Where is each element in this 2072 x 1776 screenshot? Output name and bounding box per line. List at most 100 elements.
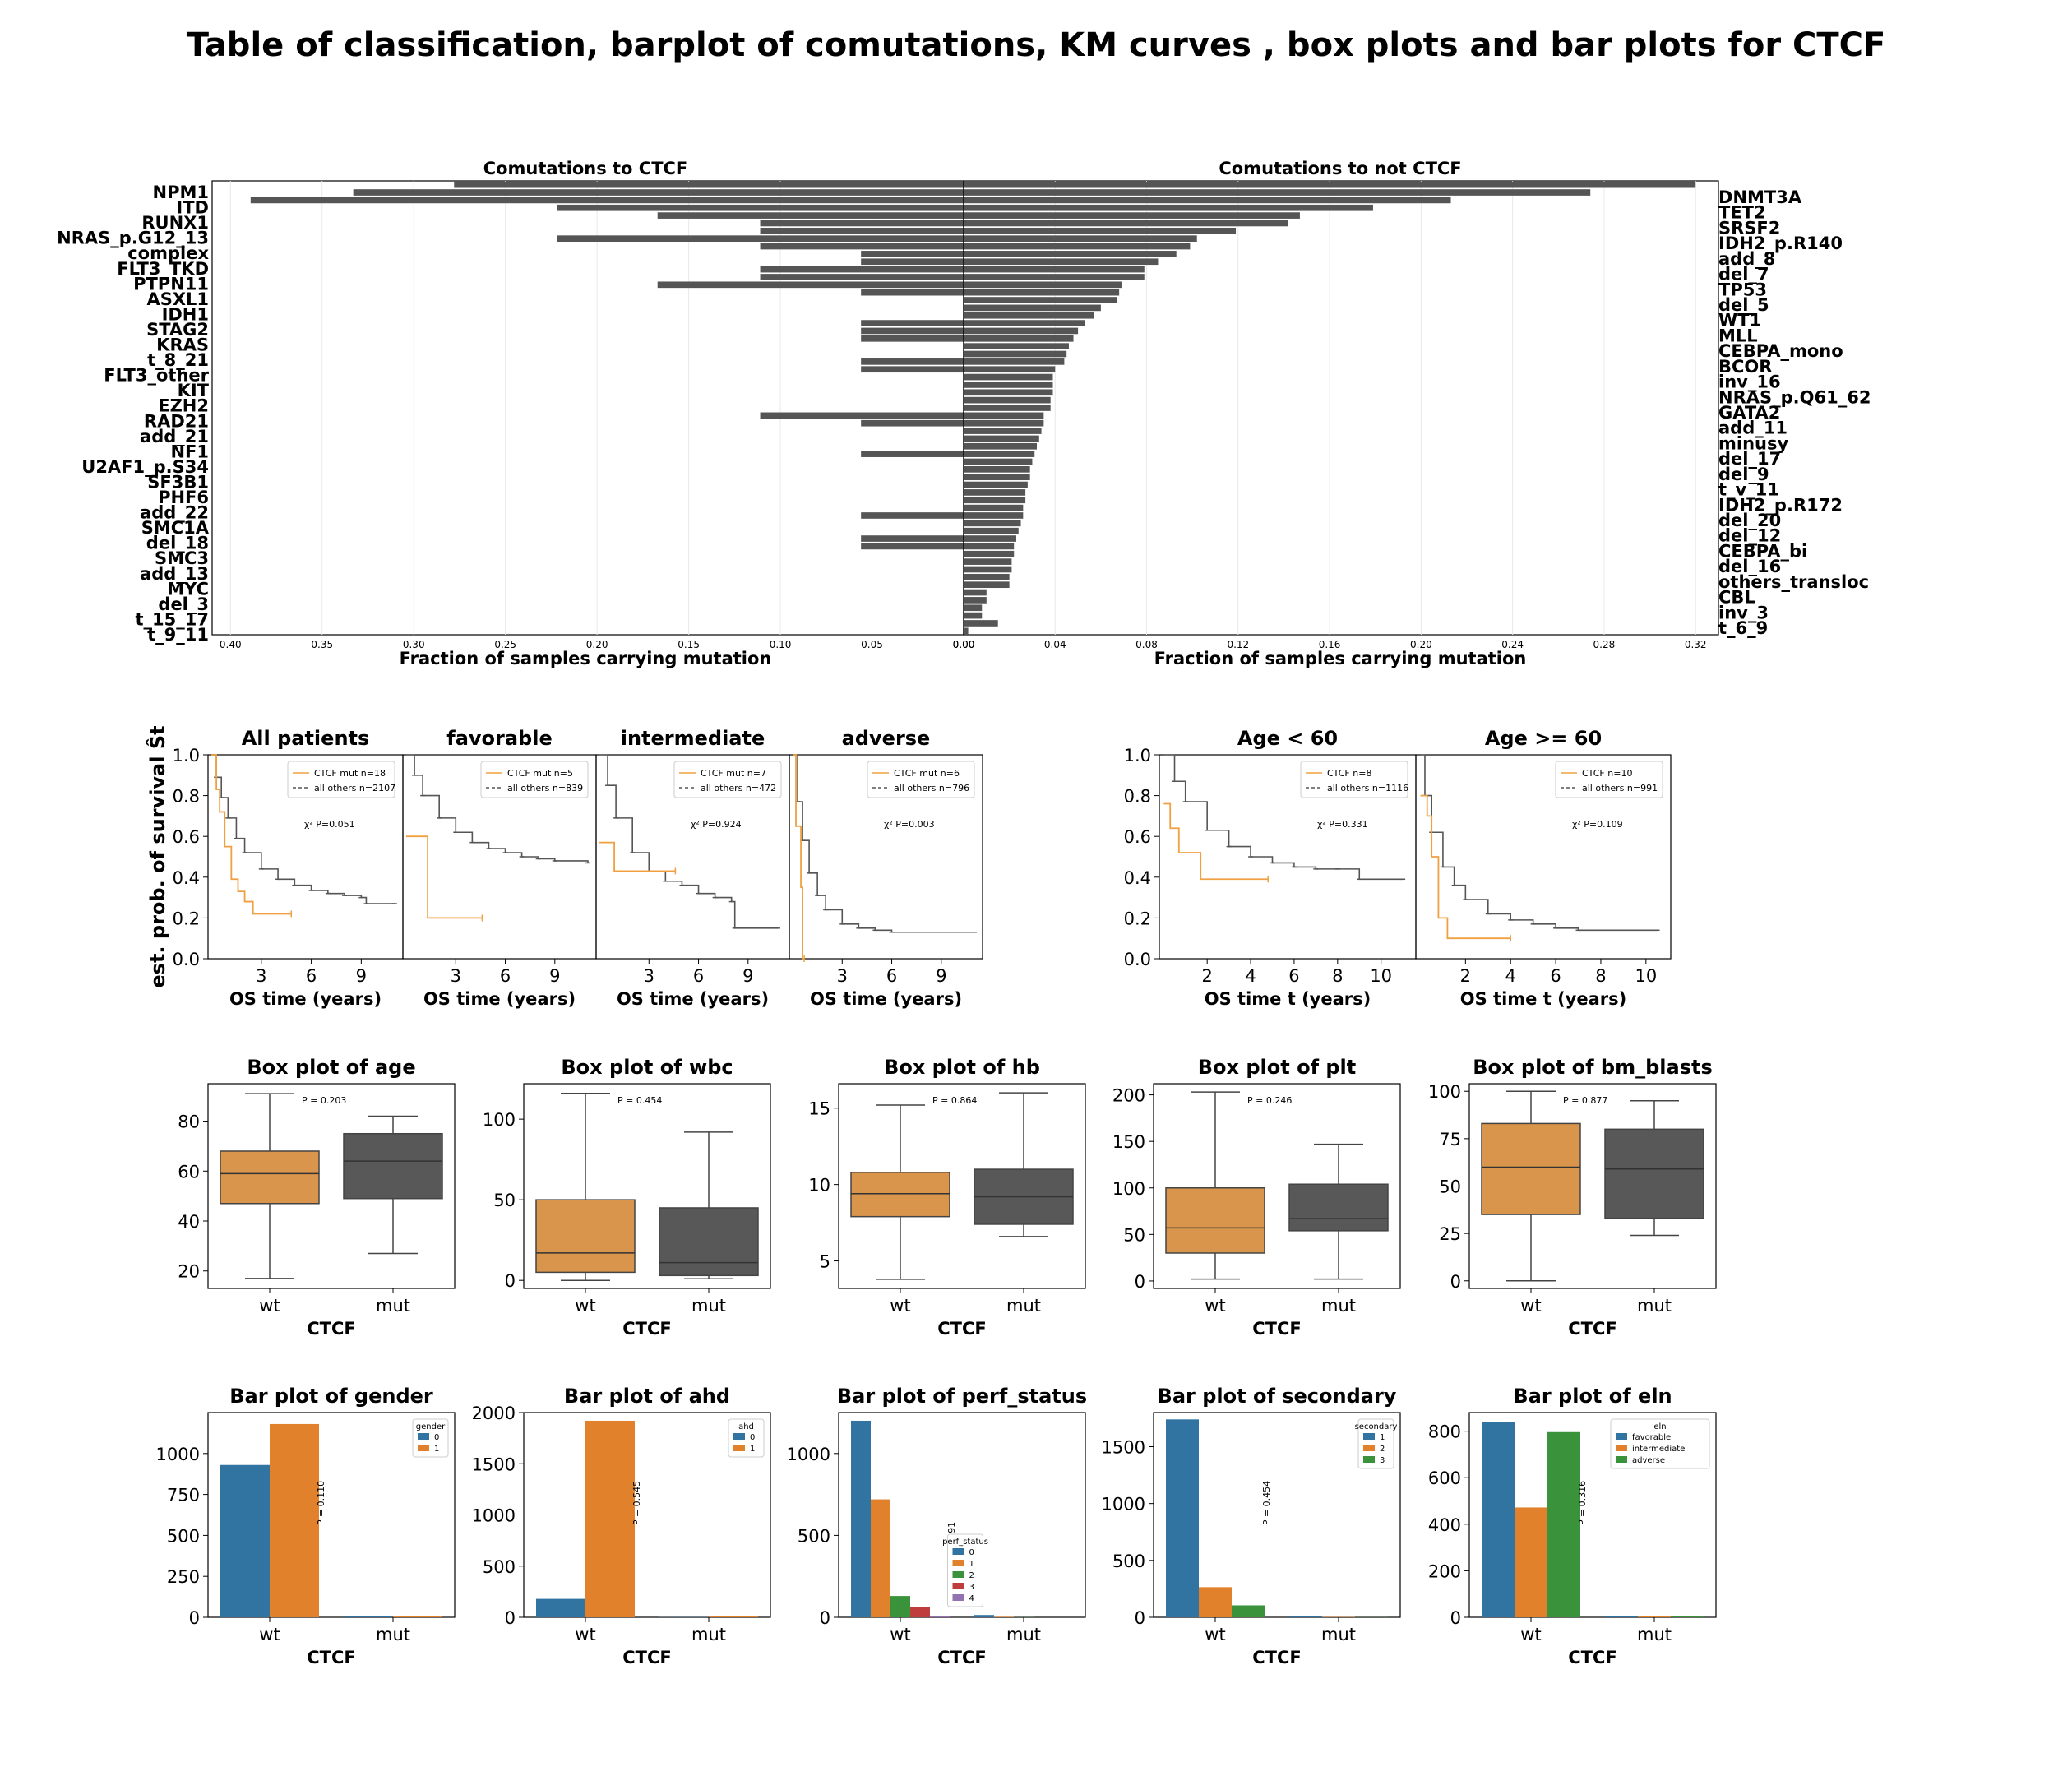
right-category-label: TET2 xyxy=(1718,203,1766,223)
right-bar xyxy=(964,466,1030,473)
box-ytick-label: 50 xyxy=(1439,1177,1461,1197)
page-title: Table of classification, barplot of comu… xyxy=(186,26,1886,64)
right-bar xyxy=(964,543,1015,550)
box-body xyxy=(343,1132,443,1200)
left-category-label: NPM1 xyxy=(153,183,209,202)
right-bar xyxy=(964,604,983,612)
right-category-label: others_transloc xyxy=(1718,572,1869,592)
box-body xyxy=(850,1172,950,1218)
left-bar xyxy=(861,358,964,365)
bar-mark xyxy=(910,1607,930,1617)
bar-legend-swatch xyxy=(418,1433,429,1440)
bar-legend-title: eln xyxy=(1653,1422,1666,1431)
bar-panel-title: Bar plot of perf_status xyxy=(837,1385,1087,1408)
km-xlabel: OS time t (years) xyxy=(1460,989,1626,1009)
left-bar xyxy=(861,320,964,326)
bar-ytick-label: 1500 xyxy=(472,1455,516,1474)
km-axes-frame xyxy=(789,754,983,960)
bar-ytick-label: 500 xyxy=(167,1526,200,1546)
bar-mark xyxy=(393,1616,442,1617)
bar-xlabel: CTCF xyxy=(1568,1648,1617,1667)
left-category-label: t_8_21 xyxy=(147,350,209,370)
bar-ytick-label: 0 xyxy=(189,1608,200,1628)
right-bar xyxy=(964,497,1026,504)
km-legend-others-label: all others n=796 xyxy=(894,783,969,793)
box-pvalue: P = 0.877 xyxy=(1563,1095,1607,1106)
right-tick-label: 0.24 xyxy=(1501,639,1524,650)
right-category-label: add_8 xyxy=(1718,249,1775,269)
bar-ytick-label: 500 xyxy=(483,1557,516,1577)
left-tick-label: 0.00 xyxy=(953,639,975,650)
box-pvalue: P = 0.864 xyxy=(932,1095,977,1106)
bar-mark xyxy=(1605,1616,1638,1617)
right-bar xyxy=(964,297,1117,303)
km-others-curve xyxy=(599,754,778,929)
km-xtick-label: 10 xyxy=(1370,966,1392,986)
km-ytick-label: 0.8 xyxy=(173,787,200,807)
box-plots: Box plot of age P = 0.203 20 40 60 80 wt mut CTC… xyxy=(178,1056,1717,1339)
right-tick-label: 0.12 xyxy=(1227,639,1249,650)
right-bar xyxy=(964,389,1053,396)
km-xtick-label: 4 xyxy=(1245,966,1256,986)
bar-ytick-label: 0 xyxy=(820,1608,830,1628)
bar-legend-swatch xyxy=(733,1445,745,1451)
km-xtick-label: 6 xyxy=(1550,966,1561,986)
right-bar xyxy=(964,358,1065,365)
right-bar xyxy=(964,535,1016,542)
bar-ytick-label: 0 xyxy=(505,1608,516,1628)
box-ytick-label: 0 xyxy=(505,1271,516,1291)
right-bar xyxy=(964,527,1019,534)
right-tick-label: 0.16 xyxy=(1319,639,1341,650)
right-bar xyxy=(964,504,1024,511)
bar-legend-swatch xyxy=(952,1548,964,1555)
left-bar xyxy=(760,412,964,419)
left-bar xyxy=(861,251,964,257)
right-tick-label: 0.20 xyxy=(1410,639,1432,650)
bar-legend-title: secondary xyxy=(1355,1422,1398,1431)
bar-legend-label: 0 xyxy=(434,1433,439,1442)
km-xtick-label: 6 xyxy=(693,966,704,986)
box-xlabel: CTCF xyxy=(622,1319,672,1339)
right-bar xyxy=(964,458,1033,465)
right-bar xyxy=(964,235,1197,243)
left-bar xyxy=(760,220,964,227)
left-category-label: add_21 xyxy=(140,427,209,446)
left-bar xyxy=(760,243,964,250)
left-category-label: add_13 xyxy=(140,564,209,584)
left-bar xyxy=(760,274,964,280)
bar-legend-swatch xyxy=(952,1594,964,1601)
bar-mark xyxy=(851,1420,871,1617)
left-tick-label: 0.15 xyxy=(678,639,700,650)
box-xlabel: CTCF xyxy=(307,1319,356,1339)
left-bar xyxy=(861,535,964,542)
left-bar xyxy=(760,266,964,273)
right-category-label: MLL xyxy=(1718,326,1758,345)
km-legend-others-label: all others n=2107 xyxy=(314,783,395,793)
bar-legend-swatch xyxy=(1363,1445,1375,1451)
right-bar xyxy=(964,181,1696,188)
right-bar xyxy=(964,343,1069,349)
bar-legend-swatch xyxy=(1616,1433,1627,1440)
box-panel-title: Box plot of plt xyxy=(1198,1056,1357,1079)
km-ctcf-curve xyxy=(406,835,483,919)
bar-ytick-label: 750 xyxy=(167,1486,200,1505)
box-pvalue: P = 0.203 xyxy=(302,1095,346,1106)
km-panel-title: Age < 60 xyxy=(1237,727,1338,750)
box-xtick-label: mut xyxy=(1321,1296,1356,1316)
bar-mark xyxy=(871,1499,890,1617)
left-bar xyxy=(861,366,964,373)
bar-xtick-label: mut xyxy=(691,1625,726,1644)
bar-mark xyxy=(974,1615,994,1617)
box-ytick-label: 60 xyxy=(178,1162,200,1182)
bar-ytick-label: 250 xyxy=(167,1567,200,1587)
km-xlabel: OS time (years) xyxy=(617,989,769,1009)
bar-xtick-label: mut xyxy=(1006,1625,1041,1644)
right-category-label: del_16 xyxy=(1718,557,1781,576)
left-bar xyxy=(657,212,964,219)
bar-legend-title: perf_status xyxy=(942,1538,988,1547)
km-legend-others-label: all others n=991 xyxy=(1582,783,1658,793)
bar-xtick-label: wt xyxy=(1205,1625,1225,1644)
km-panel-title: All patients xyxy=(242,727,370,750)
box-xtick-label: mut xyxy=(1006,1296,1041,1316)
